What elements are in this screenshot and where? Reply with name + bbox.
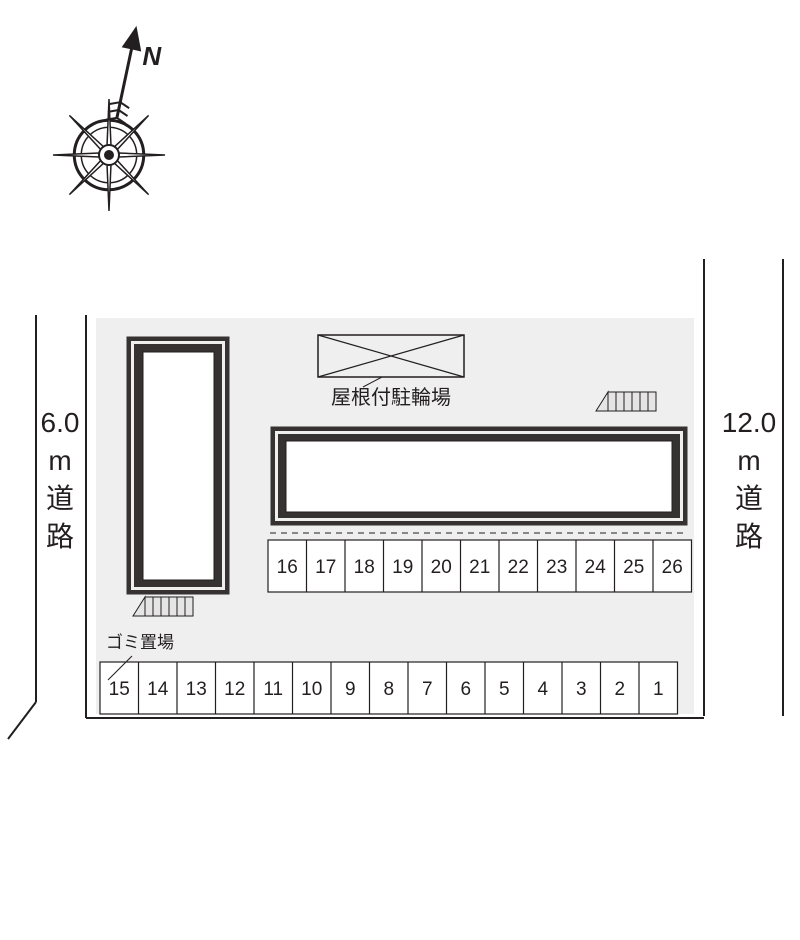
- road-label: m: [48, 445, 71, 476]
- site-plan: 6.0m道路12.0m道路屋根付駐輪場161718192021222324252…: [0, 0, 800, 940]
- building-right-inner: [286, 441, 672, 512]
- parking-top-number: 19: [392, 557, 413, 578]
- parking-bottom-number: 9: [345, 679, 356, 700]
- parking-top-number: 16: [277, 557, 298, 578]
- compass-icon: [53, 99, 165, 211]
- parking-top-number: 18: [354, 557, 375, 578]
- parking-bottom-number: 15: [109, 679, 130, 700]
- building-left-inner: [143, 352, 214, 580]
- parking-bottom-number: 8: [383, 679, 394, 700]
- parking-top-number: 23: [546, 557, 567, 578]
- parking-bottom-number: 12: [224, 679, 245, 700]
- parking-top-number: 17: [315, 557, 336, 578]
- road-label: 12.0: [722, 407, 777, 438]
- north-arrow-icon: [106, 26, 141, 124]
- parking-top-number: 25: [623, 557, 644, 578]
- bike-shed-label: 屋根付駐輪場: [331, 386, 451, 409]
- parking-top-number: 22: [508, 557, 529, 578]
- road-label: m: [737, 445, 760, 476]
- road-label: 路: [735, 521, 763, 552]
- road-label: 路: [46, 521, 74, 552]
- road-label: 道: [735, 483, 763, 514]
- parking-top-number: 24: [585, 557, 607, 578]
- garbage-label: ゴミ置場: [106, 632, 174, 652]
- parking-top-number: 26: [662, 557, 683, 578]
- parking-top-number: 21: [469, 557, 490, 578]
- road-label: 道: [46, 483, 74, 514]
- parking-bottom-number: 10: [301, 679, 322, 700]
- north-label: N: [142, 41, 162, 71]
- parking-bottom-number: 3: [576, 679, 587, 700]
- parking-bottom-number: 6: [460, 679, 471, 700]
- parking-bottom-number: 2: [614, 679, 625, 700]
- parking-bottom-number: 14: [147, 679, 169, 700]
- parking-bottom-number: 13: [186, 679, 207, 700]
- parking-top-number: 20: [431, 557, 452, 578]
- parking-bottom-number: 1: [653, 679, 664, 700]
- road-label: 6.0: [41, 407, 80, 438]
- parking-bottom-number: 7: [422, 679, 433, 700]
- parking-bottom-number: 4: [537, 679, 548, 700]
- parking-bottom-number: 11: [263, 679, 283, 700]
- parking-bottom-number: 5: [499, 679, 510, 700]
- road-edge: [8, 702, 36, 739]
